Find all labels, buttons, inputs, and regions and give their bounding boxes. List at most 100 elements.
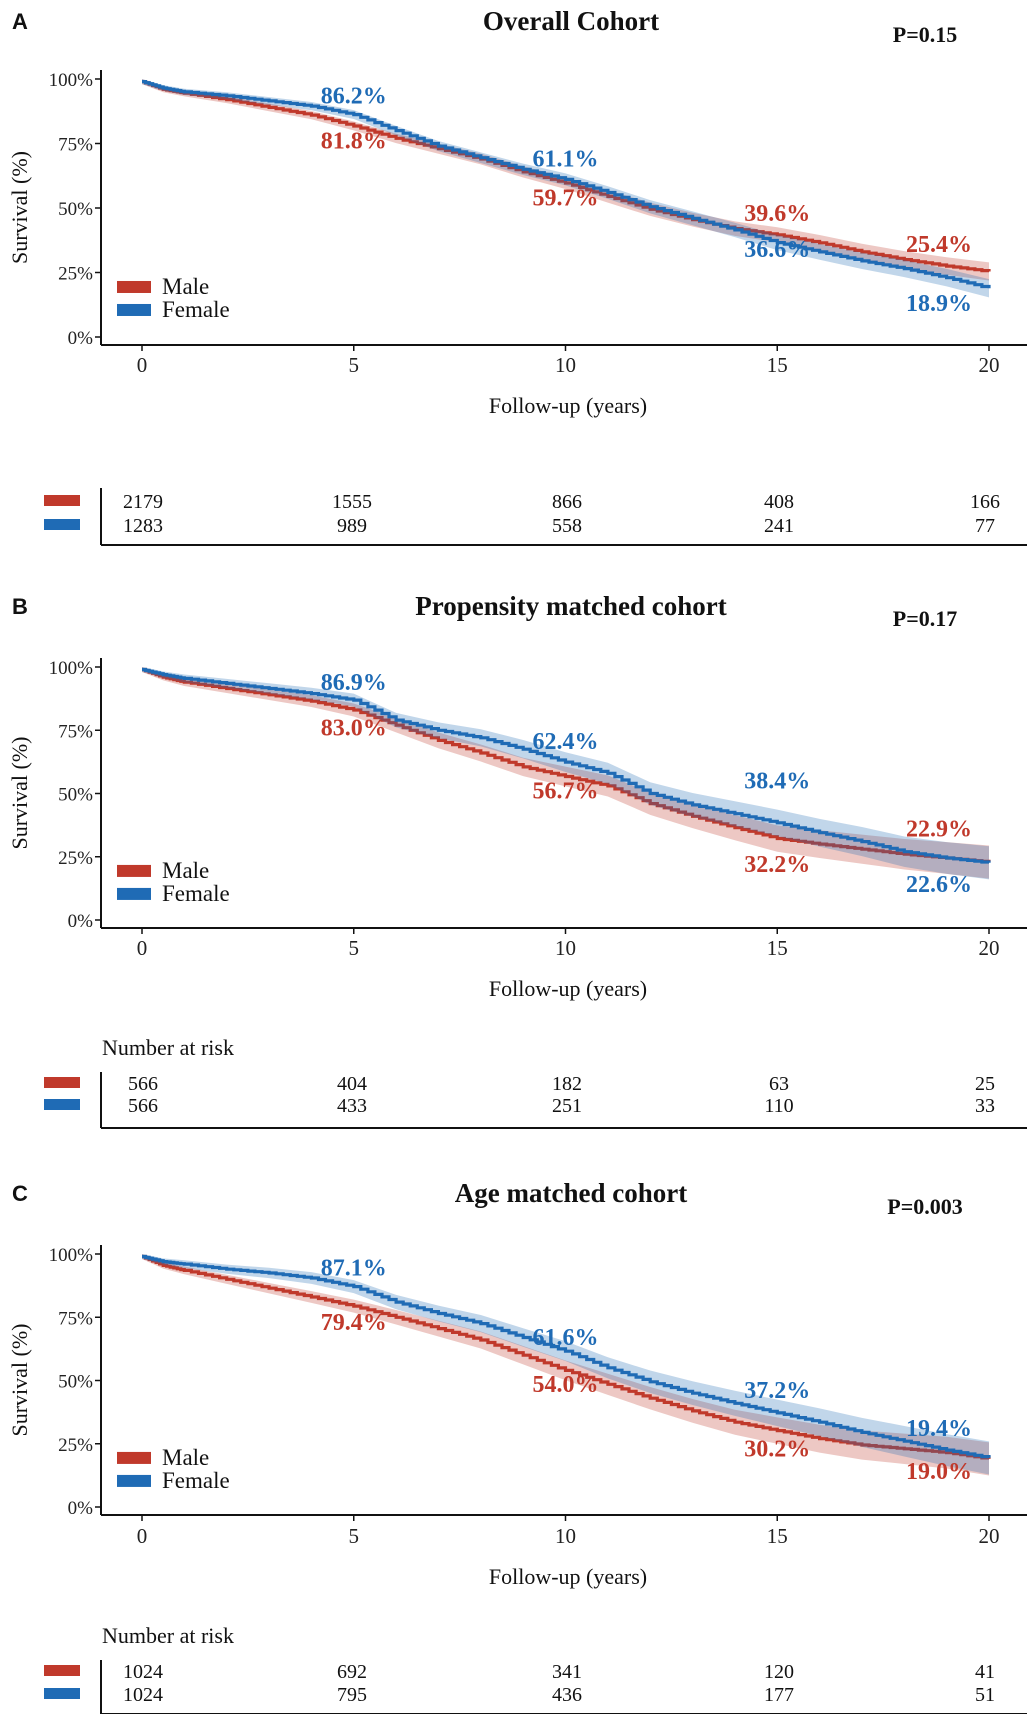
legend-label-female: Female bbox=[162, 1468, 230, 1493]
legend-label-male: Male bbox=[162, 1445, 209, 1470]
ci-band-female bbox=[142, 1254, 989, 1475]
survival-line-female bbox=[142, 667, 991, 864]
ci-band-male bbox=[142, 667, 989, 879]
p-value: P=0.15 bbox=[893, 22, 957, 47]
x-tick-label: 0 bbox=[137, 936, 148, 960]
risk-count-female: 989 bbox=[337, 515, 367, 537]
risk-swatch-male bbox=[44, 495, 80, 506]
survival-annotation: 87.1% bbox=[321, 1256, 387, 1282]
risk-count-female: 251 bbox=[552, 1095, 582, 1117]
survival-annotation: 18.9% bbox=[906, 291, 972, 317]
x-tick-label: 0 bbox=[137, 353, 148, 377]
y-tick-label: 25% bbox=[58, 1435, 93, 1456]
x-tick-label: 10 bbox=[555, 1524, 576, 1548]
y-tick-label: 25% bbox=[58, 848, 93, 869]
survival-annotation: 25.4% bbox=[906, 232, 972, 258]
survival-annotation: 38.4% bbox=[744, 768, 810, 794]
y-axis-label: Survival (%) bbox=[7, 1323, 32, 1436]
y-tick-label: 75% bbox=[58, 721, 93, 742]
survival-annotation: 56.7% bbox=[533, 779, 599, 805]
survival-annotation: 19.4% bbox=[906, 1416, 972, 1442]
survival-annotation: 39.6% bbox=[744, 201, 810, 227]
legend-swatch-male bbox=[117, 1451, 151, 1464]
survival-annotation: 61.1% bbox=[533, 147, 599, 173]
y-axis-label: Survival (%) bbox=[7, 151, 32, 264]
survival-annotation: 36.6% bbox=[744, 237, 810, 263]
y-tick-label: 0% bbox=[68, 911, 94, 932]
risk-count-male: 341 bbox=[552, 1661, 582, 1683]
chart-title: Overall Cohort bbox=[483, 6, 659, 36]
survival-annotation: 37.2% bbox=[744, 1378, 810, 1404]
x-tick-label: 15 bbox=[767, 936, 788, 960]
risk-count-male: 120 bbox=[764, 1661, 794, 1683]
survival-annotation: 81.8% bbox=[321, 129, 387, 155]
p-value: P=0.003 bbox=[887, 1194, 962, 1219]
survival-line-female bbox=[142, 79, 991, 289]
y-tick-label: 75% bbox=[58, 1308, 93, 1329]
x-axis-label: Follow-up (years) bbox=[489, 1564, 647, 1589]
legend-label-female: Female bbox=[162, 881, 230, 906]
risk-count-female: 77 bbox=[975, 515, 995, 537]
survival-annotation: 61.6% bbox=[533, 1325, 599, 1351]
panel-letter: A bbox=[12, 9, 28, 34]
risk-count-male: 866 bbox=[552, 491, 582, 513]
chart-title: Age matched cohort bbox=[455, 1178, 687, 1208]
x-tick-label: 15 bbox=[767, 1524, 788, 1548]
y-tick-label: 0% bbox=[68, 328, 94, 349]
risk-count-male: 166 bbox=[970, 491, 1000, 513]
y-tick-label: 50% bbox=[58, 785, 93, 806]
risk-swatch-male bbox=[44, 1077, 80, 1088]
y-tick-label: 50% bbox=[58, 1372, 93, 1393]
y-tick-label: 0% bbox=[68, 1498, 94, 1519]
risk-count-male: 25 bbox=[975, 1073, 995, 1095]
ci-band-female bbox=[142, 667, 989, 880]
x-tick-label: 20 bbox=[979, 936, 1000, 960]
risk-swatch-female bbox=[44, 1099, 80, 1110]
risk-count-female: 110 bbox=[764, 1095, 793, 1117]
x-tick-label: 10 bbox=[555, 936, 576, 960]
x-tick-label: 20 bbox=[979, 1524, 1000, 1548]
risk-count-male: 692 bbox=[337, 1661, 367, 1683]
survival-line-male bbox=[142, 79, 991, 273]
legend-swatch-female bbox=[117, 303, 151, 316]
risk-count-male: 566 bbox=[128, 1073, 158, 1095]
risk-count-female: 566 bbox=[128, 1095, 158, 1117]
y-tick-label: 100% bbox=[49, 70, 94, 91]
p-value: P=0.17 bbox=[893, 606, 957, 631]
x-axis-label: Follow-up (years) bbox=[489, 393, 647, 418]
legend-label-female: Female bbox=[162, 297, 230, 322]
legend-swatch-female bbox=[117, 887, 151, 900]
survival-annotation: 22.6% bbox=[906, 872, 972, 898]
legend-swatch-female bbox=[117, 1474, 151, 1487]
survival-annotation: 86.2% bbox=[321, 84, 387, 110]
risk-count-male: 182 bbox=[552, 1073, 582, 1095]
x-tick-label: 5 bbox=[349, 1524, 360, 1548]
risk-count-male: 1024 bbox=[123, 1661, 163, 1683]
survival-annotation: 54.0% bbox=[533, 1372, 599, 1398]
x-tick-label: 20 bbox=[979, 353, 1000, 377]
risk-swatch-female bbox=[44, 1688, 80, 1699]
survival-annotation: 19.0% bbox=[906, 1459, 972, 1485]
risk-swatch-female bbox=[44, 519, 80, 530]
survival-line-male bbox=[142, 1254, 991, 1460]
y-axis-label: Survival (%) bbox=[7, 736, 32, 849]
risk-count-female: 1283 bbox=[123, 515, 163, 537]
risk-table-title: Number at risk bbox=[102, 1035, 234, 1060]
survival-annotation: 30.2% bbox=[744, 1436, 810, 1462]
x-tick-label: 5 bbox=[349, 353, 360, 377]
survival-annotation: 79.4% bbox=[321, 1310, 387, 1336]
survival-annotation: 62.4% bbox=[533, 729, 599, 755]
survival-annotation: 32.2% bbox=[744, 852, 810, 878]
survival-annotation: 83.0% bbox=[321, 715, 387, 741]
risk-count-female: 795 bbox=[337, 1684, 367, 1706]
x-tick-label: 10 bbox=[555, 353, 576, 377]
y-tick-label: 50% bbox=[58, 199, 93, 220]
y-tick-label: 25% bbox=[58, 264, 93, 285]
risk-table-title: Number at risk bbox=[102, 1623, 234, 1648]
risk-count-female: 558 bbox=[552, 515, 582, 537]
y-tick-label: 100% bbox=[49, 658, 94, 679]
x-tick-label: 15 bbox=[767, 353, 788, 377]
legend-swatch-male bbox=[117, 280, 151, 293]
survival-line-female bbox=[142, 1254, 991, 1459]
